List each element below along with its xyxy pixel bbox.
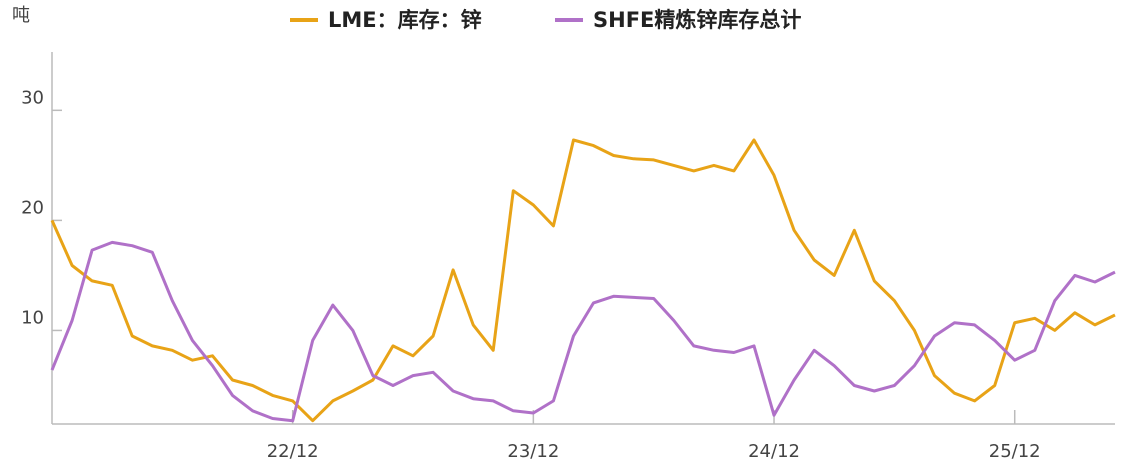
- x-tick-label: 25/12: [989, 441, 1041, 462]
- line-series: [50, 240, 1116, 423]
- line-series: [50, 138, 1116, 423]
- x-tick-label: 22/12: [267, 441, 319, 462]
- y-tick-label: 20: [21, 197, 44, 218]
- y-unit: 吨: [12, 5, 30, 26]
- legend-label: LME：库存：锌: [328, 8, 482, 32]
- x-tick-label: 24/12: [748, 441, 800, 462]
- legend-label: SHFE精炼锌库存总计: [593, 8, 801, 32]
- x-tick-label: 23/12: [507, 441, 559, 462]
- y-tick-label: 10: [21, 307, 44, 328]
- y-tick-label: 30: [21, 87, 44, 108]
